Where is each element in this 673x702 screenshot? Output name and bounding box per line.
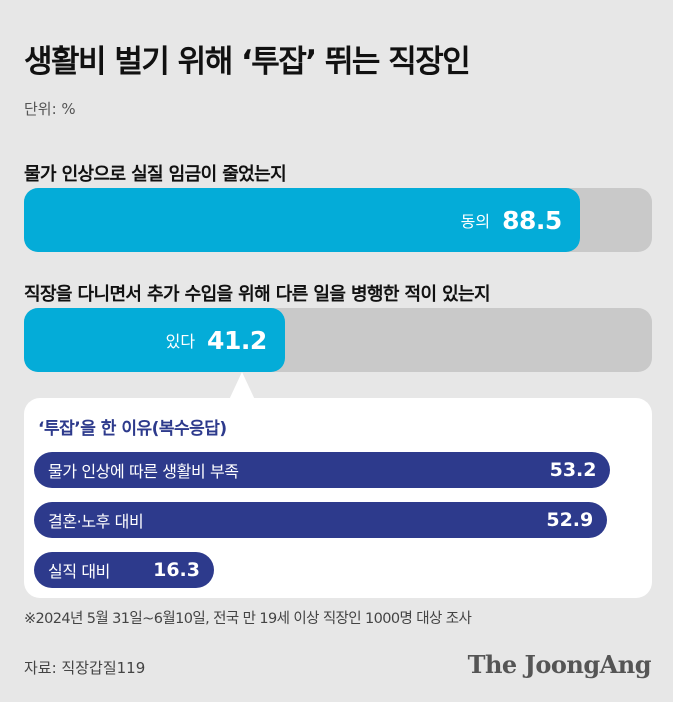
survey-note: ※2024년 5월 31일~6월10일, 전국 만 19세 이상 직장인 100… [24,611,472,627]
question-1: 물가 인상으로 실질 임금이 줄었는지 [24,164,287,185]
reason-label: 실직 대비 [48,562,110,581]
bar-track-2: 있다 41.2 [24,308,652,372]
bar-agree-value: 88.5 [502,205,562,235]
reason-bar-marriage-retirement: 결혼·노후 대비 52.9 [34,502,608,538]
chart-title: 생활비 벌기 위해 ‘투잡’ 뛰는 직장인 [24,44,471,80]
bar-agree: 동의 88.5 [24,188,580,252]
bar-track-1: 동의 88.5 [24,188,652,252]
joongang-logo: The JoongAng [467,650,652,679]
question-2: 직장을 다니면서 추가 수입을 위해 다른 일을 병행한 적이 있는지 [24,284,491,305]
reason-bar-unemployment: 실직 대비 16.3 [34,552,214,588]
reason-label: 물가 인상에 따른 생활비 부족 [48,462,239,481]
reasons-panel: ‘투잡’을 한 이유(복수응답) 물가 인상에 따른 생활비 부족 53.2 결… [24,398,652,598]
reason-value: 52.9 [546,509,594,531]
reasons-title: ‘투잡’을 한 이유(복수응답) [38,419,227,439]
source-label: 자료: 직장갑질119 [24,659,146,677]
reason-label: 결혼·노후 대비 [48,512,144,531]
bar-agree-label: 동의 [460,212,491,231]
reason-bar-living-cost: 물가 인상에 따른 생활비 부족 53.2 [34,452,611,488]
bar-yes-label: 있다 [165,332,196,351]
reason-value: 16.3 [153,559,200,581]
bar-yes-value: 41.2 [207,325,267,355]
bar-yes: 있다 41.2 [24,308,285,372]
reason-value: 53.2 [549,459,597,481]
unit-label: 단위: % [24,100,76,118]
callout-pointer [228,372,256,402]
